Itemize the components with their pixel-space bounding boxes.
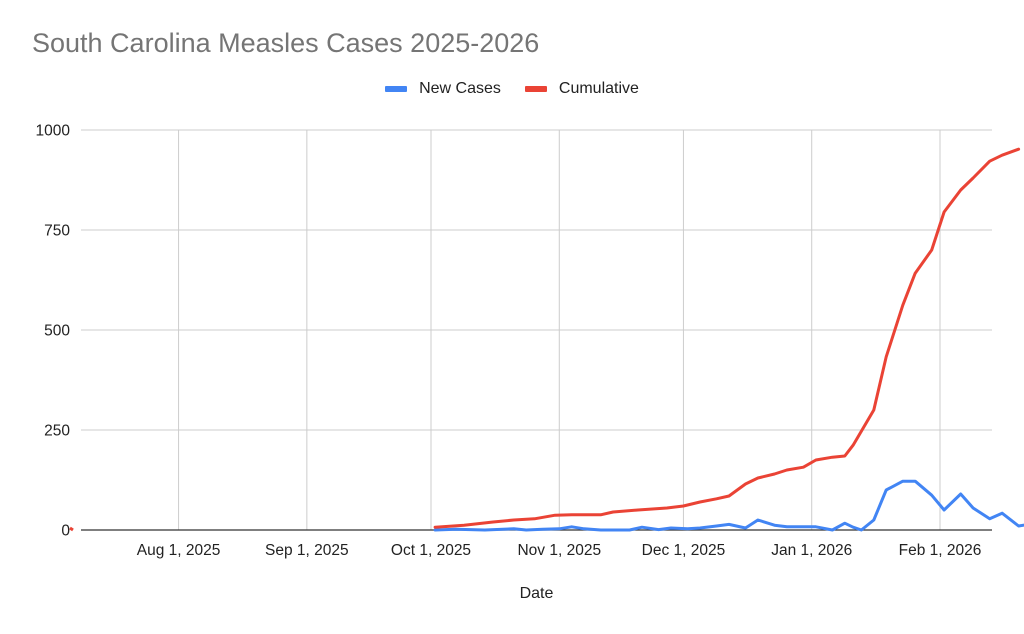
series-line-new-cases: [433, 479, 1024, 532]
x-tick-labels: Aug 1, 2025 Sep 1, 2025 Oct 1, 2025 Nov 1, …: [137, 542, 982, 559]
chart-title: South Carolina Measles Cases 2025-2026: [32, 28, 540, 58]
series-cumulative: [69, 147, 1021, 532]
legend-swatch-new-cases: [385, 86, 408, 92]
legend-label-new-cases: New Cases: [419, 80, 501, 97]
series-new-cases: [433, 479, 1024, 532]
data-point: [69, 526, 74, 532]
x-tick-label: Feb 1, 2026: [899, 542, 982, 559]
x-tick-label: Sep 1, 2025: [265, 542, 349, 559]
legend-swatch-cumulative: [524, 86, 547, 92]
legend-item-new-cases[interactable]: New Cases: [385, 80, 501, 98]
legend-label-cumulative: Cumulative: [558, 80, 639, 97]
series-lines: [69, 147, 1024, 532]
y-tick-label: 1000: [36, 123, 71, 140]
y-tick-label: 0: [61, 523, 70, 540]
y-tick-label: 500: [44, 323, 70, 340]
legend: New Cases Cumulative: [0, 80, 1024, 98]
y-tick-label: 750: [44, 223, 70, 240]
x-tick-label: Jan 1, 2026: [771, 542, 852, 559]
x-tick-label: Dec 1, 2025: [642, 542, 726, 559]
series-line-cumulative: [433, 147, 1021, 529]
x-tick-label: Nov 1, 2025: [517, 542, 601, 559]
x-tick-label: Oct 1, 2025: [391, 542, 471, 559]
y-tick-label: 250: [44, 423, 70, 440]
y-tick-labels: 0 250 500 750 1000: [36, 123, 71, 540]
y-gridlines: [81, 129, 992, 431]
x-tick-label: Aug 1, 2025: [137, 542, 221, 559]
x-gridlines: [178, 130, 941, 530]
x-axis-label: Date: [520, 585, 554, 602]
legend-item-cumulative[interactable]: Cumulative: [524, 80, 639, 98]
